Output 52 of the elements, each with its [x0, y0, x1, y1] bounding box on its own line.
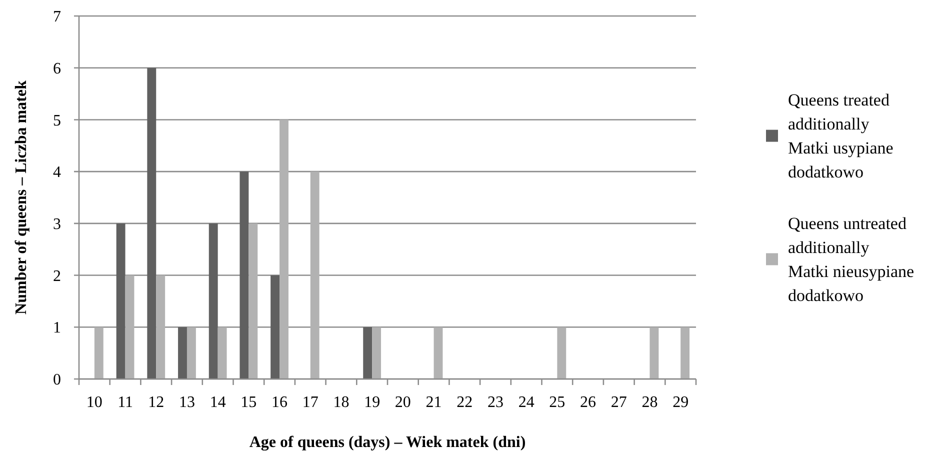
bar [372, 327, 382, 379]
y-tick-label: 7 [53, 8, 61, 26]
bar [156, 275, 166, 379]
x-tick-label: 19 [364, 394, 380, 411]
bar [116, 223, 126, 379]
x-tick-label: 23 [487, 394, 504, 411]
bar [557, 327, 566, 379]
x-tick-label: 17 [302, 394, 318, 411]
bar [240, 172, 249, 379]
x-tick-label: 14 [210, 394, 226, 411]
x-tick-label: 16 [272, 394, 288, 411]
x-tick-label: 25 [549, 394, 566, 411]
bar [650, 327, 659, 379]
x-tick-label: 27 [610, 394, 627, 411]
y-tick-label: 1 [53, 320, 61, 337]
bar [94, 327, 104, 379]
x-tick-label: 10 [86, 394, 102, 411]
legend-label: Queens treated additionally Matki usypiane dodatkowo [788, 90, 894, 182]
x-tick-label: 22 [456, 394, 473, 411]
bar [310, 172, 320, 379]
bar [208, 223, 218, 379]
y-tick-label: 6 [53, 60, 61, 78]
y-tick-label: 3 [53, 216, 61, 234]
x-tick-label: 18 [333, 394, 350, 411]
bar [680, 327, 690, 379]
bar [363, 327, 372, 379]
y-tick-label: 0 [53, 372, 61, 389]
x-axis-title: Age of queens (days) – Wiek matek (dni) [249, 434, 526, 451]
x-tick-label: 15 [240, 394, 257, 411]
legend-label: Queens untreated additionally Matki nieusypiane dodatkowo [788, 214, 914, 306]
y-tick-label: 4 [53, 164, 61, 182]
bar [434, 327, 443, 379]
y-tick-label: 5 [53, 112, 61, 130]
bar [248, 223, 258, 379]
bar [270, 275, 280, 379]
x-tick-label: 20 [394, 394, 411, 411]
bar [147, 68, 156, 379]
x-tick-label: 28 [642, 394, 658, 411]
y-tick-label: 2 [53, 268, 61, 285]
bar [125, 275, 134, 379]
bar [218, 327, 227, 379]
x-tick-label: 13 [178, 394, 195, 411]
x-tick-label: 11 [118, 394, 133, 411]
x-tick-label: 29 [672, 394, 689, 411]
y-axis-title: Number of queens – Liczba matek [13, 80, 30, 314]
bar [280, 120, 288, 379]
bar [186, 327, 196, 379]
x-tick-label: 12 [148, 394, 164, 411]
x-tick-label: 24 [518, 394, 534, 411]
x-tick-label: 21 [426, 394, 442, 411]
x-tick-label: 26 [580, 394, 596, 411]
bar [178, 327, 187, 379]
